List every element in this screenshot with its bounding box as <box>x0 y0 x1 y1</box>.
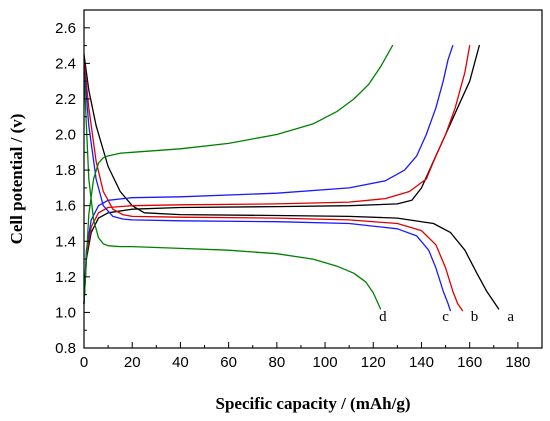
x-axis-title: Specific capacity / (mAh/g) <box>216 394 411 413</box>
x-tick-label: 60 <box>220 354 237 371</box>
series-c-charge-curve <box>83 44 454 305</box>
y-tick-label: 0.8 <box>55 340 76 357</box>
series-label-a: a <box>507 309 514 325</box>
y-tick-label: 1.8 <box>55 162 76 179</box>
y-tick-label: 1.4 <box>55 233 76 250</box>
tick-layer: 0 20 40 60 80 100 120 140 160 180 0.8 1.0 1.2 1.4 1.6 1… <box>55 20 530 371</box>
x-tick-label: 160 <box>457 354 482 371</box>
y-tick-label: 2.4 <box>55 55 76 72</box>
x-tick-label: 40 <box>172 354 189 371</box>
series-d-discharge-curve <box>83 71 382 310</box>
series-c-discharge-curve <box>83 66 452 312</box>
y-tick-label: 1.6 <box>55 198 76 215</box>
x-tick-label: 0 <box>80 354 88 371</box>
y-tick-label: 2.0 <box>55 127 76 144</box>
y-tick-label: 1.2 <box>55 269 76 286</box>
y-axis-title: Cell potential / (v) <box>7 114 26 245</box>
series-a-charge-curve <box>83 44 480 305</box>
series-a-discharge-curve <box>83 53 500 310</box>
series-label-d: d <box>379 309 387 325</box>
series-layer <box>83 44 500 312</box>
x-tick-label: 80 <box>268 354 285 371</box>
x-tick-label: 120 <box>361 354 386 371</box>
series-b-charge-curve <box>83 44 471 305</box>
plot-frame <box>83 9 543 349</box>
series-b-discharge-curve <box>83 59 464 312</box>
x-tick-label: 140 <box>409 354 434 371</box>
y-tick-label: 2.6 <box>55 20 76 37</box>
y-tick-label: 1.0 <box>55 304 76 321</box>
series-d-charge-curve <box>83 44 394 305</box>
series-label-b: b <box>471 309 479 325</box>
x-tick-label: 180 <box>505 354 530 371</box>
y-tick-label: 2.2 <box>55 91 76 108</box>
x-tick-label: 20 <box>124 354 141 371</box>
x-tick-label: 100 <box>313 354 338 371</box>
series-label-c: c <box>442 309 449 325</box>
label-layer: a b c d <box>379 309 514 325</box>
